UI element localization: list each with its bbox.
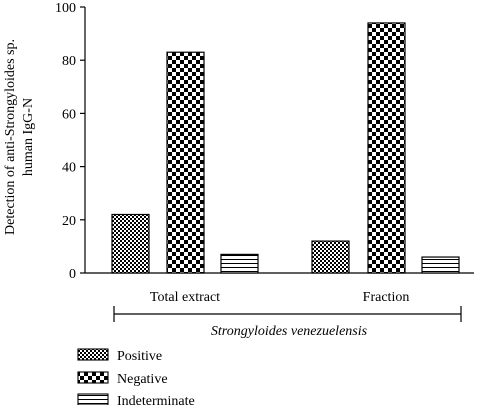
y-tick-label: 80 [62,54,76,69]
y-tick-label: 60 [62,107,76,122]
y-tick-label: 0 [69,267,76,282]
x-category-label: Total extract [150,290,220,305]
y-tick-label: 40 [62,161,76,176]
bar-positive-fraction [311,240,350,274]
x-category-label: Fraction [363,290,410,305]
y-axis-label: Detection of anti-Strongyloides sp. huma… [3,39,36,235]
bar-negative-total-extract [166,51,205,274]
bar-indeterminate-total-extract [220,253,259,274]
group-bracket [113,306,462,322]
y-axis-label-line-1: Detection of anti-Strongyloides sp. [3,39,18,235]
legend-label-indeterminate: Indeterminate [117,394,195,405]
legend-label-negative: Negative [117,372,168,387]
x-category-labels: Total extract Fraction [150,290,409,305]
bars [111,22,460,274]
y-tick-label: 20 [62,214,76,229]
y-ticks: 0 20 40 60 80 100 [55,1,85,282]
legend-swatch-indeterminate [77,393,109,405]
bar-positive-total-extract [111,213,150,274]
legend-swatch-negative [77,371,109,384]
bar-negative-fraction [367,22,406,274]
axes [84,7,474,274]
y-tick-label: 100 [55,1,76,16]
group-label: Strongyloides venezuelensis [211,324,368,339]
bar-indeterminate-fraction [421,256,460,274]
y-axis-label-line-2: human IgG-N [21,98,36,176]
legend-swatch-positive [77,348,109,361]
legend: Positive Negative Indeterminate [77,348,195,405]
legend-label-positive: Positive [117,349,162,364]
